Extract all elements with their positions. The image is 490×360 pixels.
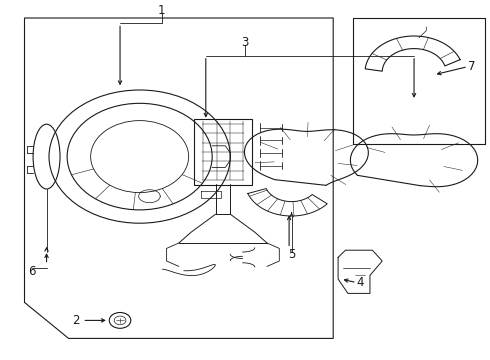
Polygon shape bbox=[338, 250, 382, 293]
Text: 7: 7 bbox=[467, 60, 475, 73]
Text: 5: 5 bbox=[288, 248, 295, 261]
Text: 4: 4 bbox=[356, 276, 364, 289]
Text: 6: 6 bbox=[28, 265, 36, 278]
Text: 2: 2 bbox=[72, 314, 80, 327]
Text: 3: 3 bbox=[241, 36, 249, 49]
Text: 1: 1 bbox=[158, 4, 166, 17]
